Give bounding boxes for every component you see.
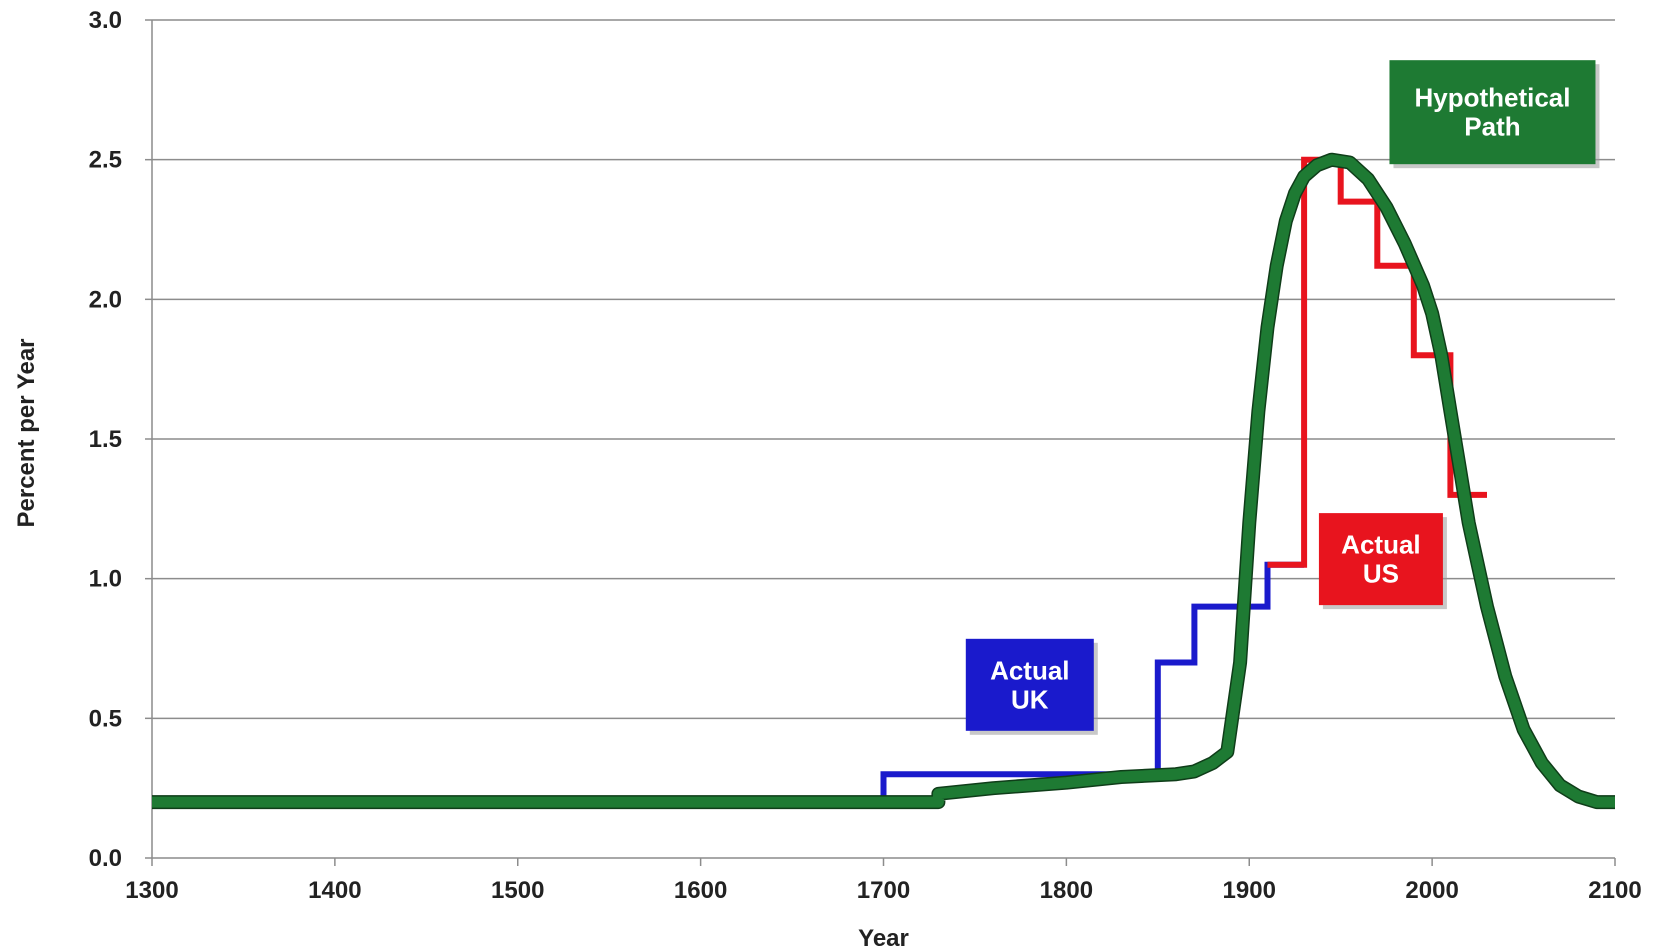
callout-text: Path	[1464, 112, 1520, 142]
series-line-actual-uk	[152, 561, 1305, 806]
y-tick-label: 1.5	[89, 426, 122, 453]
x-tick-labels: 1300 1400 1500 1600 1700 1800 1900 2000 2100	[125, 877, 1641, 904]
y-axis-title: Percent per Year	[13, 338, 40, 527]
callout-text: US	[1363, 559, 1399, 589]
y-tick-label: 0.5	[89, 705, 122, 732]
callout-box	[1318, 513, 1443, 606]
x-tick-label: 1500	[491, 877, 544, 904]
x-tick-label: 2000	[1405, 877, 1458, 904]
series-line-hypothetical-path-outline	[152, 152, 1615, 810]
y-tick-label: 3.0	[89, 7, 122, 34]
y-tick-label: 0.0	[89, 845, 122, 872]
callout-box	[965, 638, 1094, 731]
callout-text: Hypothetical	[1414, 83, 1570, 113]
x-tick-label: 1600	[674, 877, 727, 904]
axes	[145, 19, 1616, 866]
callout-box	[1389, 60, 1596, 165]
y-tick-labels: 0.0 0.5 1.0 1.5 2.0 2.5 3.0	[89, 7, 122, 872]
grid-lines	[152, 19, 1615, 720]
x-tick-label: 2100	[1588, 877, 1641, 904]
x-tick-label: 1900	[1223, 877, 1276, 904]
x-tick-label: 1700	[857, 877, 910, 904]
y-tick-label: 1.0	[89, 566, 122, 593]
x-tick-label: 1400	[308, 877, 361, 904]
callout-text: Actual	[990, 655, 1069, 685]
y-tick-label: 2.0	[89, 286, 122, 313]
series-lines	[152, 152, 1615, 810]
x-tick-label: 1800	[1040, 877, 1093, 904]
callout-text: UK	[1011, 684, 1049, 714]
x-axis-title: Year	[858, 925, 909, 950]
series-line-hypothetical-path	[152, 154, 1615, 808]
y-tick-label: 2.5	[89, 147, 122, 174]
callout-text: Actual	[1341, 530, 1420, 560]
x-tick-label: 1300	[125, 877, 178, 904]
series-line-actual-us	[1267, 156, 1487, 568]
